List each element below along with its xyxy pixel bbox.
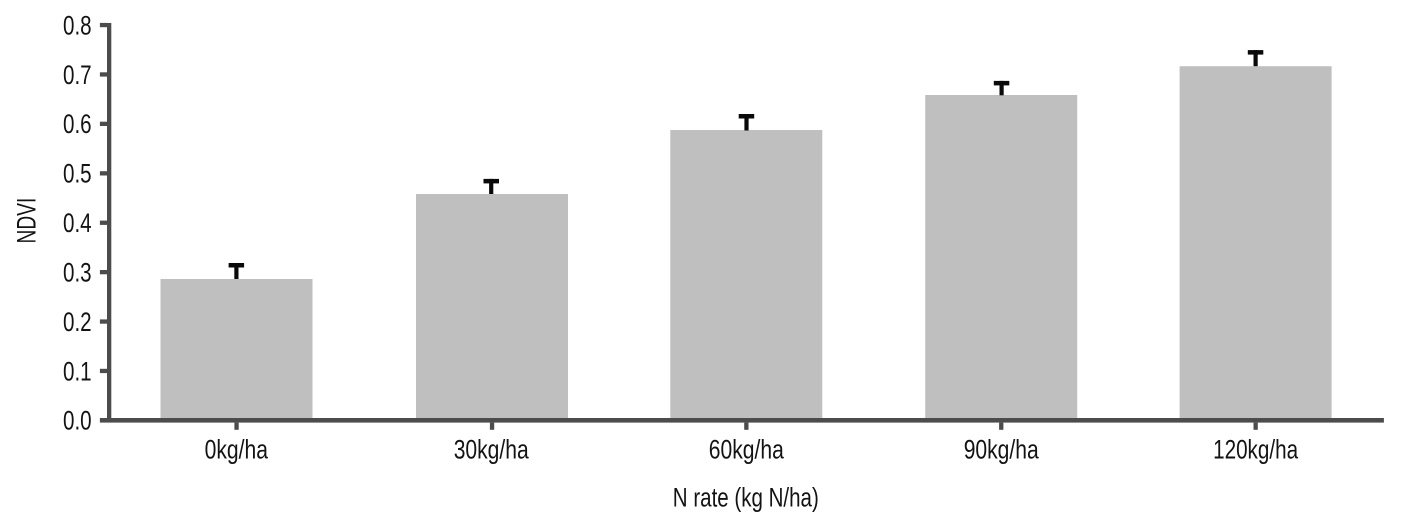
- svg-text:120kg/ha: 120kg/ha: [1213, 434, 1299, 465]
- svg-text:0.7: 0.7: [63, 59, 92, 90]
- svg-text:0kg/ha: 0kg/ha: [205, 434, 269, 465]
- svg-text:90kg/ha: 90kg/ha: [964, 434, 1040, 465]
- svg-text:30kg/ha: 30kg/ha: [454, 434, 530, 465]
- svg-text:0.3: 0.3: [63, 257, 92, 288]
- svg-text:60kg/ha: 60kg/ha: [709, 434, 785, 465]
- svg-text:0.6: 0.6: [63, 108, 92, 139]
- svg-text:0.2: 0.2: [63, 306, 92, 337]
- svg-text:NDVI: NDVI: [11, 198, 42, 244]
- svg-text:0.0: 0.0: [63, 405, 92, 436]
- svg-text:0.8: 0.8: [63, 9, 92, 40]
- svg-text:0.1: 0.1: [63, 355, 92, 386]
- svg-text:0.4: 0.4: [63, 207, 92, 238]
- svg-text:0.5: 0.5: [63, 158, 92, 189]
- svg-text:N rate (kg N/ha): N rate (kg N/ha): [673, 482, 819, 513]
